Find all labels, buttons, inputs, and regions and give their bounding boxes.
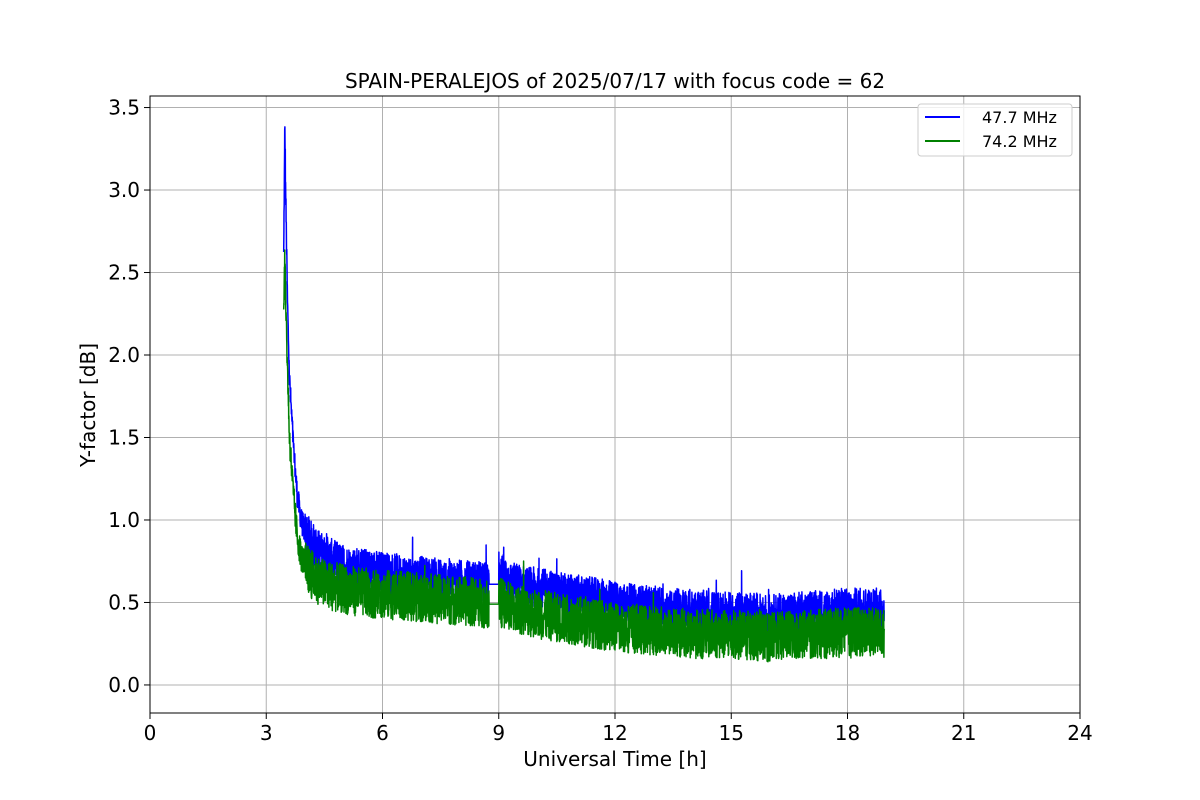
y-tick-label: 2.5 <box>108 261 140 285</box>
x-tick-label: 12 <box>602 721 627 745</box>
y-tick-label: 3.0 <box>108 178 140 202</box>
x-axis-ticks: 0 3 6 9 12 15 18 21 24 <box>144 713 1093 745</box>
legend-label-74-2: 74.2 MHz <box>982 132 1057 151</box>
x-tick-label: 15 <box>719 721 744 745</box>
x-axis-title: Universal Time [h] <box>523 747 706 771</box>
y-axis-ticks: 0.0 0.5 1.0 1.5 2.0 2.5 3.0 3.5 <box>108 96 150 697</box>
x-tick-label: 0 <box>144 721 157 745</box>
x-tick-label: 24 <box>1067 721 1092 745</box>
x-tick-label: 21 <box>951 721 976 745</box>
series-layer <box>282 126 885 663</box>
chart-title: SPAIN-PERALEJOS of 2025/07/17 with focus… <box>345 69 885 93</box>
y-tick-label: 1.0 <box>108 508 140 532</box>
y-tick-label: 3.5 <box>108 96 140 120</box>
legend-label-47-7: 47.7 MHz <box>982 108 1057 127</box>
y-tick-label: 0.5 <box>108 590 140 614</box>
y-tick-label: 0.0 <box>108 673 140 697</box>
series-line-74-2-mhz <box>282 249 885 663</box>
x-tick-label: 18 <box>835 721 860 745</box>
x-tick-label: 3 <box>260 721 273 745</box>
y-tick-label: 2.0 <box>108 343 140 367</box>
y-axis-title: Y-factor [dB] <box>76 343 100 468</box>
series-line-47-7-mhz <box>282 126 885 638</box>
x-tick-label: 9 <box>492 721 505 745</box>
legend: 47.7 MHz 74.2 MHz <box>917 103 1073 157</box>
y-tick-label: 1.5 <box>108 425 140 449</box>
x-tick-label: 6 <box>376 721 389 745</box>
